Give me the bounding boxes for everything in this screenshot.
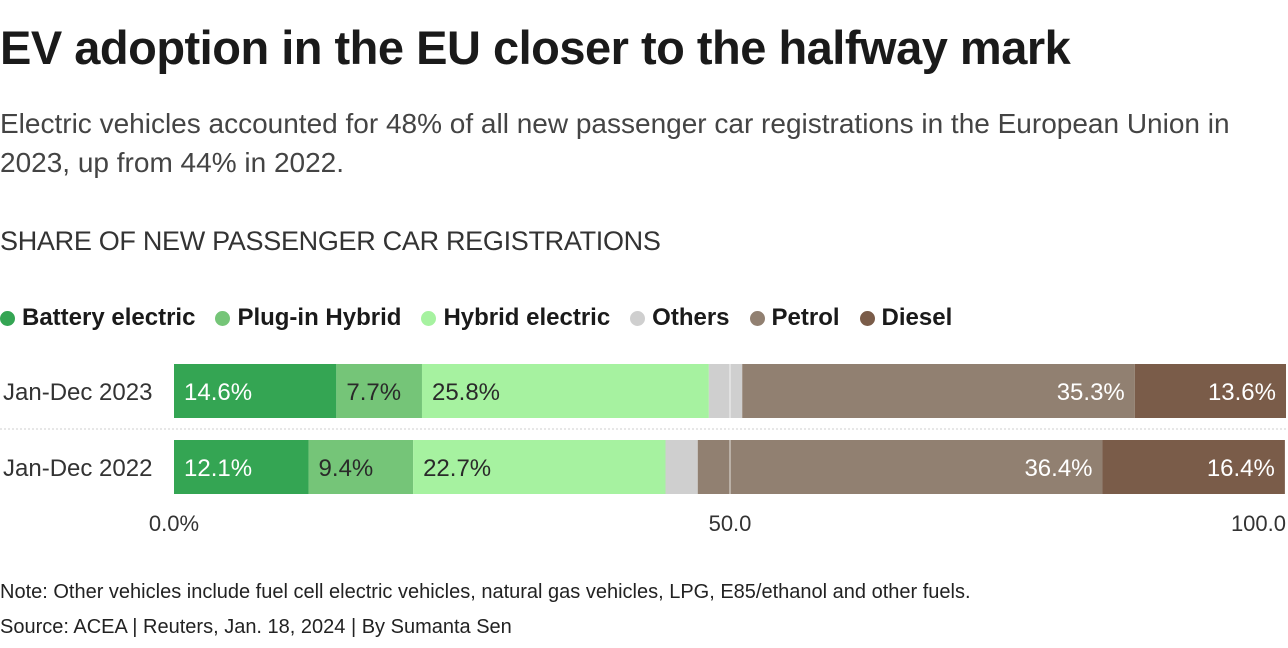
legend-item-diesel: Diesel <box>859 304 953 332</box>
data-label: 14.6% <box>184 379 252 406</box>
legend-item-battery-electric: Battery electric <box>0 304 195 332</box>
bar-hybrid-electric <box>413 440 666 494</box>
legend-item-others: Others <box>630 304 730 332</box>
data-label: 12.1% <box>184 455 252 482</box>
legend: Battery electric Plug-in Hybrid Hybrid e… <box>0 304 972 332</box>
data-label: 13.6% <box>1208 379 1276 406</box>
data-label: 22.7% <box>423 455 491 482</box>
legend-label-hybrid-electric: Hybrid electric <box>443 304 611 331</box>
bar-hybrid-electric <box>421 364 709 418</box>
legend-label-battery-electric: Battery electric <box>22 304 196 331</box>
legend-marker-diesel <box>859 310 875 326</box>
data-label: 16.4% <box>1207 455 1275 482</box>
chart-source: Source: ACEA | Reuters, Jan. 18, 2024 | … <box>0 616 512 638</box>
legend-marker-hybrid-electric <box>421 310 437 326</box>
bar-others <box>708 364 743 418</box>
data-label: 9.4% <box>319 455 374 482</box>
legend-marker-plug-in-hybrid <box>215 310 231 326</box>
category-label: Jan-Dec 2023 <box>3 379 152 406</box>
bar-petrol <box>697 440 1103 494</box>
bar-petrol <box>742 364 1135 418</box>
bar-others <box>665 440 698 494</box>
data-label: 36.4% <box>1024 455 1092 482</box>
category-label: Jan-Dec 2022 <box>3 455 152 482</box>
tick-label: 100.0 <box>1231 511 1286 536</box>
bar-diesel <box>1102 440 1285 494</box>
tick-label: 50.0 <box>709 511 752 536</box>
data-label: 25.8% <box>432 379 500 406</box>
bar-battery-electric <box>174 364 337 418</box>
chart-note: Note: Other vehicles include fuel cell e… <box>0 581 971 603</box>
bar-plug-in-hybrid <box>308 440 414 494</box>
legend-marker-battery-electric <box>0 310 15 326</box>
bar-diesel <box>1134 364 1286 418</box>
chart-subtitle: Electric vehicles accounted for 48% of a… <box>0 108 1230 178</box>
legend-label-diesel: Diesel <box>881 304 953 331</box>
legend-item-plug-in-hybrid: Plug-in Hybrid <box>215 304 401 332</box>
legend-marker-petrol <box>749 310 765 326</box>
legend-item-hybrid-electric: Hybrid electric <box>421 304 610 332</box>
bar-plug-in-hybrid <box>336 364 422 418</box>
legend-label-others: Others <box>652 304 730 331</box>
chart-title: EV adoption in the EU closer to the half… <box>0 21 1071 74</box>
legend-label-petrol: Petrol <box>771 304 840 331</box>
data-label: 35.3% <box>1057 379 1125 406</box>
legend-item-petrol: Petrol <box>749 304 840 332</box>
tick-label: 0.0% <box>149 511 199 536</box>
section-label: SHARE OF NEW PASSENGER CAR REGISTRATIONS <box>0 226 661 256</box>
legend-label-plug-in-hybrid: Plug-in Hybrid <box>237 304 402 331</box>
bar-battery-electric <box>174 440 309 494</box>
stacked-bar-chart: Jan-Dec 2023 14.6% 7.7% 25.8% 35.3% 13.6% Jan-… <box>0 364 1288 536</box>
data-label: 7.7% <box>346 379 401 406</box>
legend-marker-others <box>630 310 646 326</box>
